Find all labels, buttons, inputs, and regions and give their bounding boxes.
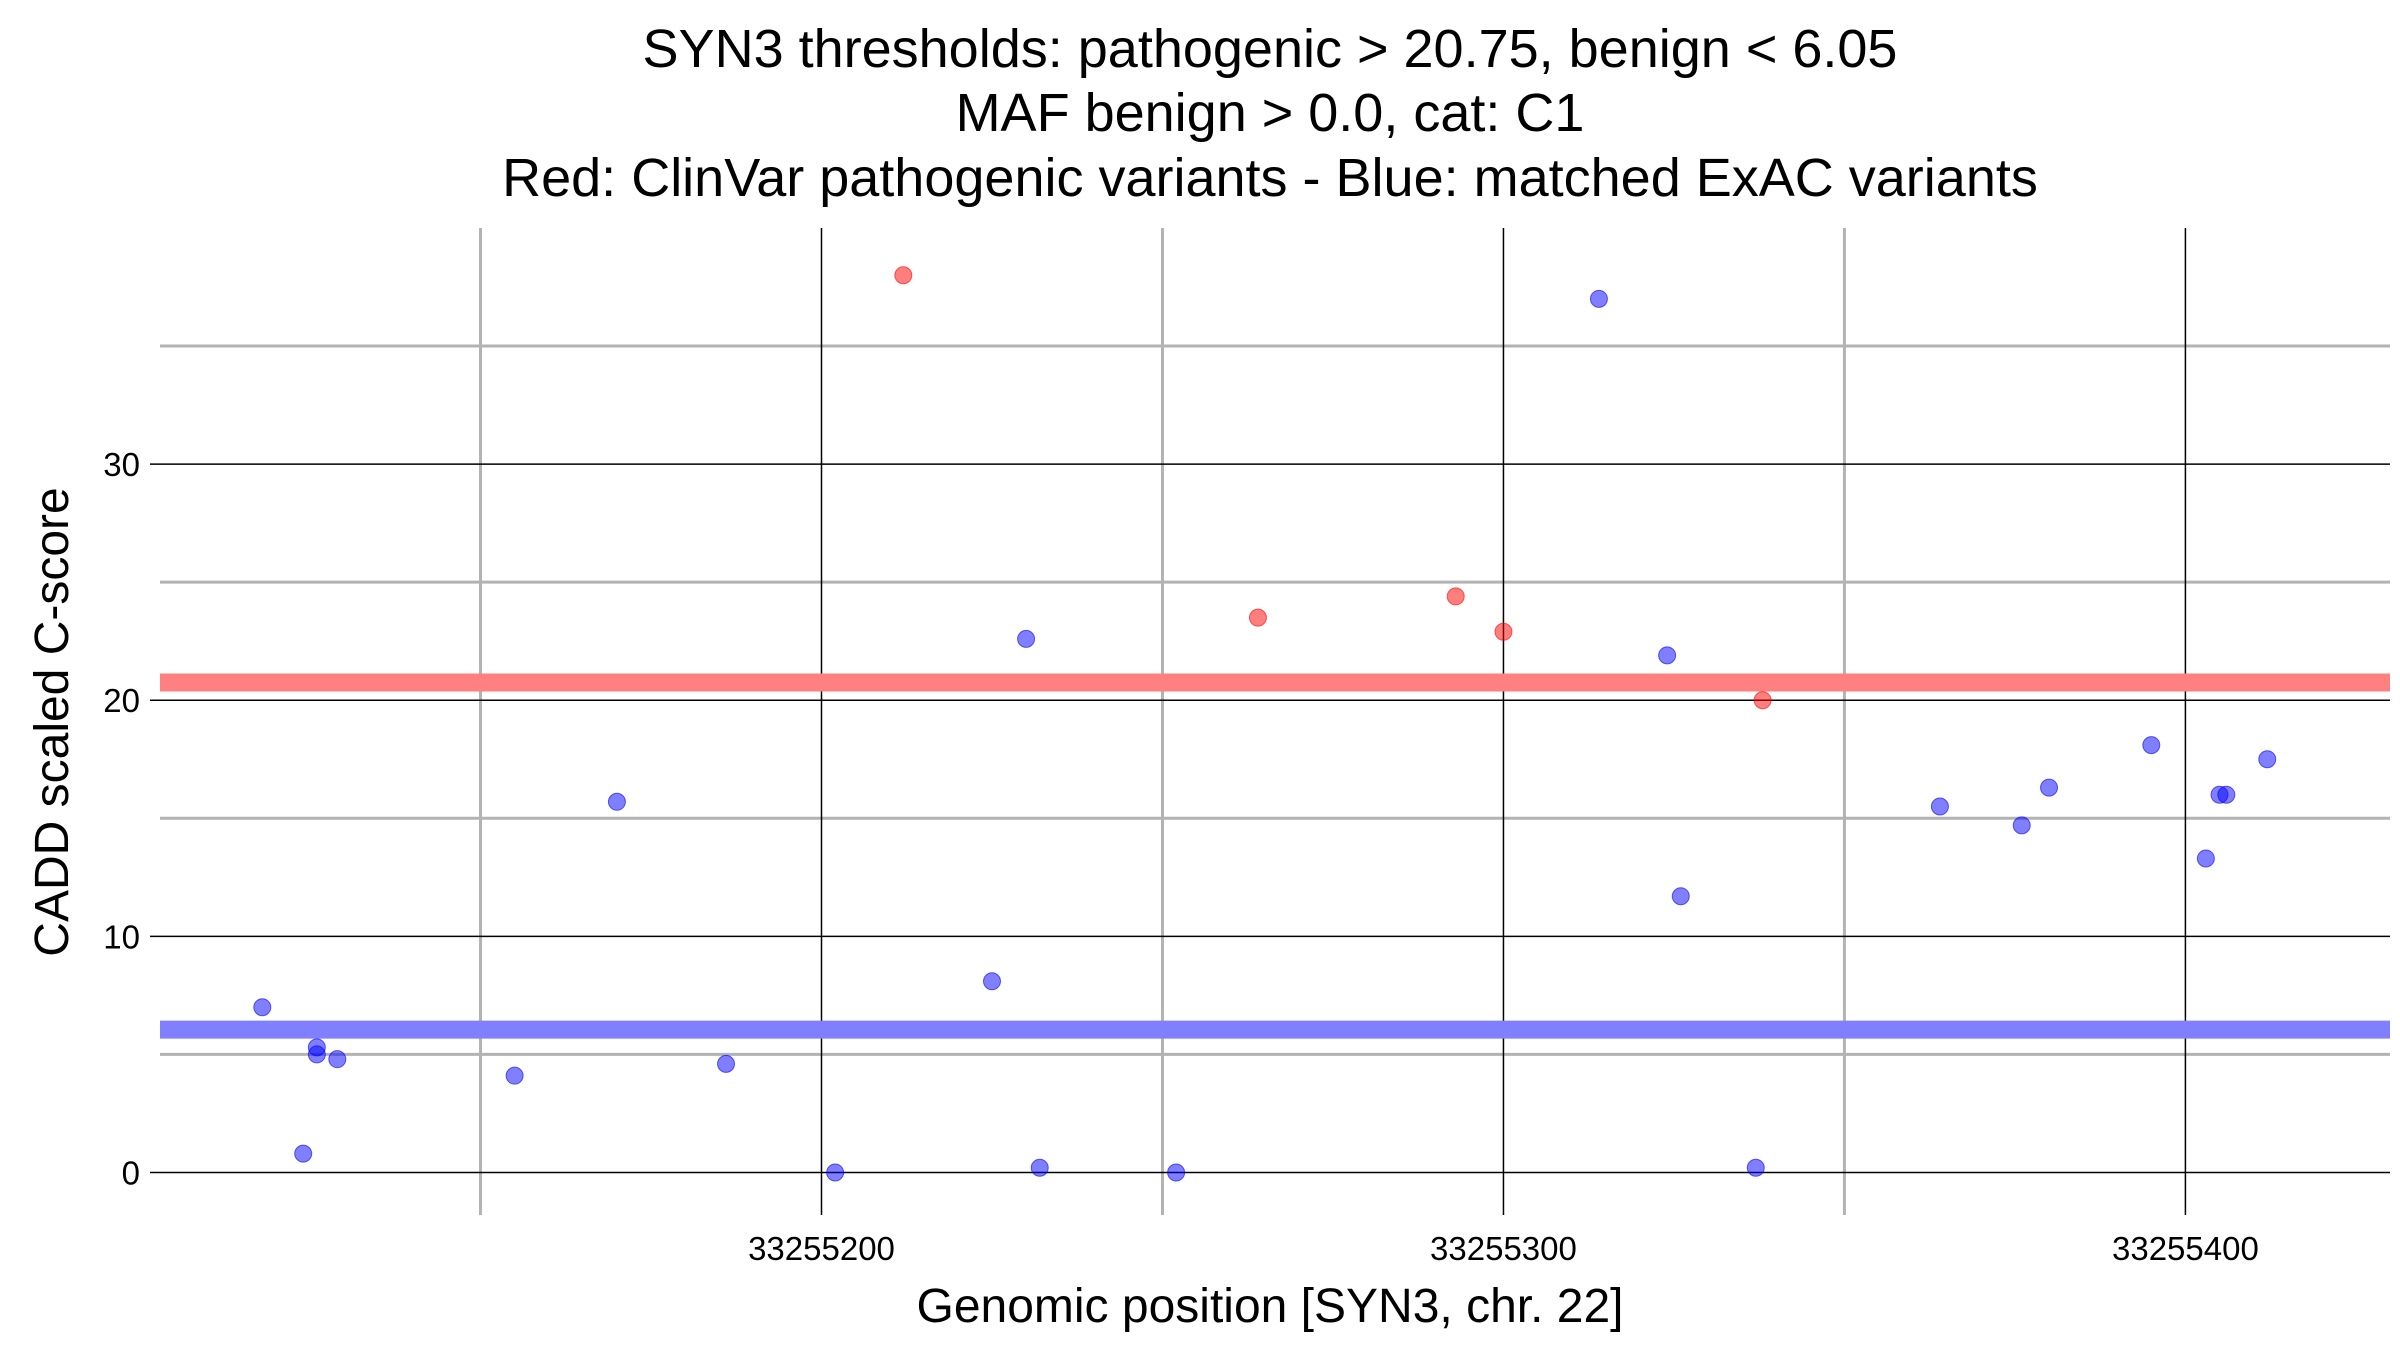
- exac-variant-point: [826, 1163, 845, 1182]
- exac-variant-point: [1167, 1163, 1186, 1182]
- exac-variant-point: [294, 1144, 313, 1163]
- x-tick-label: 33255200: [748, 1230, 895, 1267]
- title-line-3: Red: ClinVar pathogenic variants - Blue:…: [502, 148, 2038, 208]
- exac-variant-point: [1930, 797, 1949, 816]
- exac-variant-point: [1589, 289, 1608, 308]
- title-line-2: MAF benign > 0.0, cat: C1: [956, 83, 1585, 143]
- clinvar-pathogenic-point: [1494, 622, 1513, 641]
- clinvar-pathogenic-point: [894, 266, 913, 285]
- exac-variant-point: [1017, 629, 1036, 648]
- exac-variant-point: [982, 972, 1001, 991]
- y-tick-label: 10: [103, 918, 140, 955]
- exac-variant-point: [1658, 646, 1677, 665]
- y-tick-label: 0: [122, 1154, 140, 1191]
- y-tick-label: 20: [103, 682, 140, 719]
- clinvar-pathogenic-point: [1446, 587, 1465, 606]
- exac-variant-point: [717, 1054, 736, 1073]
- exac-variant-point: [307, 1045, 326, 1064]
- chart-title: SYN3 thresholds: pathogenic > 20.75, ben…: [502, 19, 2038, 208]
- plot-area: 33255200 33255300 33255400 0 10 20 30: [103, 228, 2390, 1267]
- exac-variant-point: [2040, 778, 2059, 797]
- title-line-1: SYN3 thresholds: pathogenic > 20.75, ben…: [643, 19, 1898, 79]
- exac-variant-point: [1030, 1158, 1049, 1177]
- exac-variant-point: [2196, 849, 2215, 868]
- x-tick-label: 33255300: [1430, 1230, 1577, 1267]
- x-tick-label: 33255400: [2112, 1230, 2259, 1267]
- x-axis-title: Genomic position [SYN3, chr. 22]: [916, 1280, 1623, 1333]
- exac-variant-point: [2217, 785, 2236, 804]
- clinvar-pathogenic-point: [1248, 608, 1267, 627]
- exac-variant-point: [253, 998, 272, 1017]
- exac-variant-point: [328, 1050, 347, 1069]
- y-axis-title: CADD scaled C-score: [26, 487, 79, 956]
- y-tick-label: 30: [103, 446, 140, 483]
- exac-variant-point: [2258, 750, 2277, 769]
- exac-variant-point: [1746, 1158, 1765, 1177]
- clinvar-pathogenic-point: [1753, 691, 1772, 710]
- exac-variant-point: [2142, 736, 2161, 755]
- exac-variant-point: [607, 792, 626, 811]
- exac-variant-point: [2012, 816, 2031, 835]
- exac-variant-point: [505, 1066, 524, 1085]
- exac-variant-point: [1671, 887, 1690, 906]
